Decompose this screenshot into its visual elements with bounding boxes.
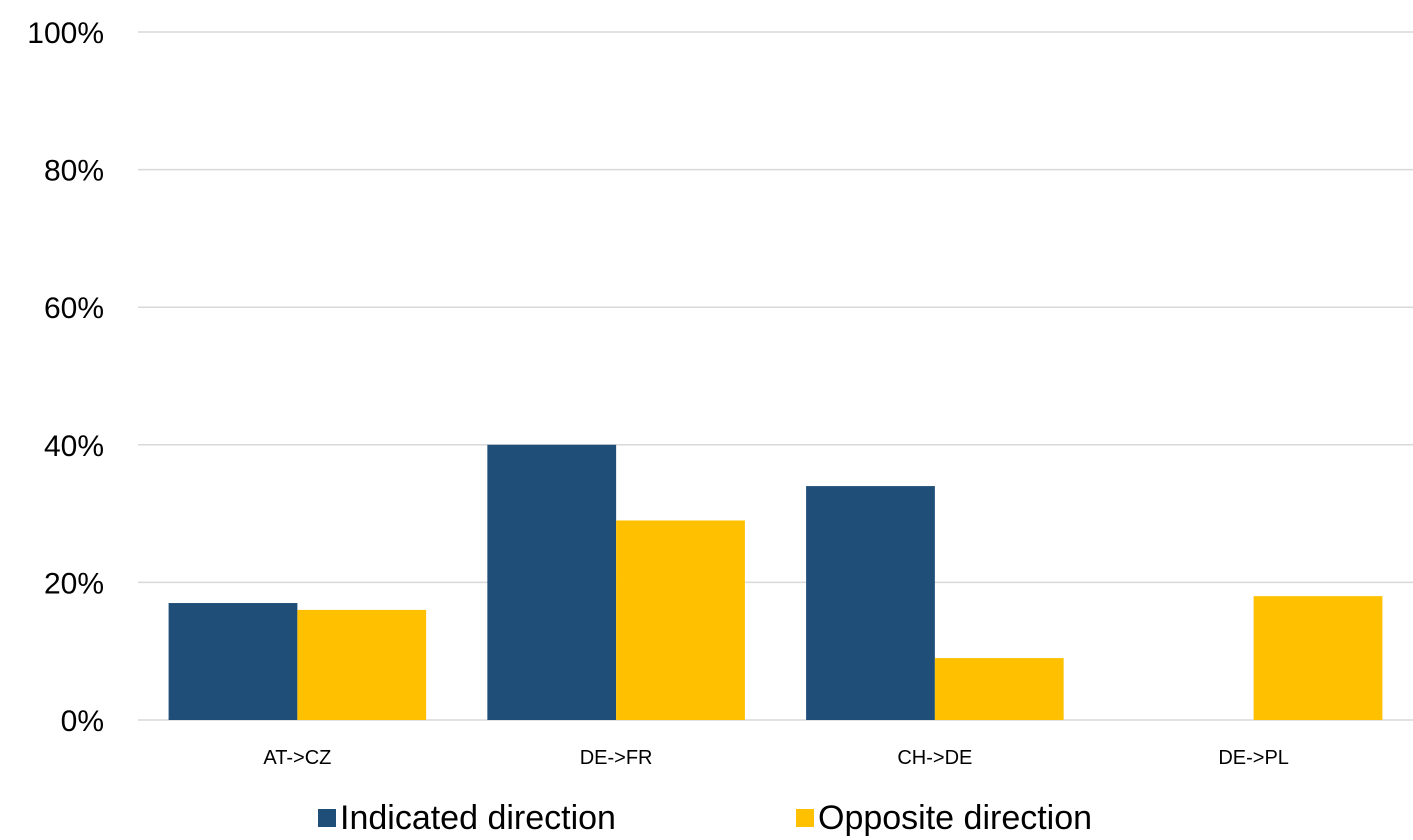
gridlines [138, 31, 1413, 721]
bar [616, 520, 745, 720]
legend-label: Opposite direction [818, 799, 1092, 837]
y-tick-label: 60% [44, 292, 104, 325]
legend: Indicated direction Opposite direction [318, 799, 1092, 837]
y-axis-tick-labels: 0% 20% 40% 60% 80% 100% [27, 17, 104, 738]
bar [934, 658, 1064, 720]
x-axis-tick-labels: AT->CZ DE->FR CH->DE DE->PL [263, 747, 1289, 769]
y-tick-label: 40% [44, 430, 104, 463]
y-tick-label: 80% [44, 155, 104, 188]
bar [806, 486, 935, 720]
bar [487, 444, 617, 720]
legend-swatch [318, 809, 336, 827]
y-tick-label: 100% [27, 17, 104, 50]
legend-swatch [796, 809, 814, 827]
legend-label: Indicated direction [340, 799, 616, 837]
x-tick-label: DE->PL [1218, 747, 1289, 769]
bar [297, 609, 427, 720]
x-tick-label: AT->CZ [263, 747, 331, 769]
y-tick-label: 0% [61, 705, 104, 738]
x-tick-label: DE->FR [580, 747, 653, 769]
bar [168, 603, 298, 720]
bar [1253, 596, 1383, 720]
y-tick-label: 20% [44, 567, 104, 600]
bars [168, 444, 1383, 720]
x-tick-label: CH->DE [897, 747, 972, 769]
